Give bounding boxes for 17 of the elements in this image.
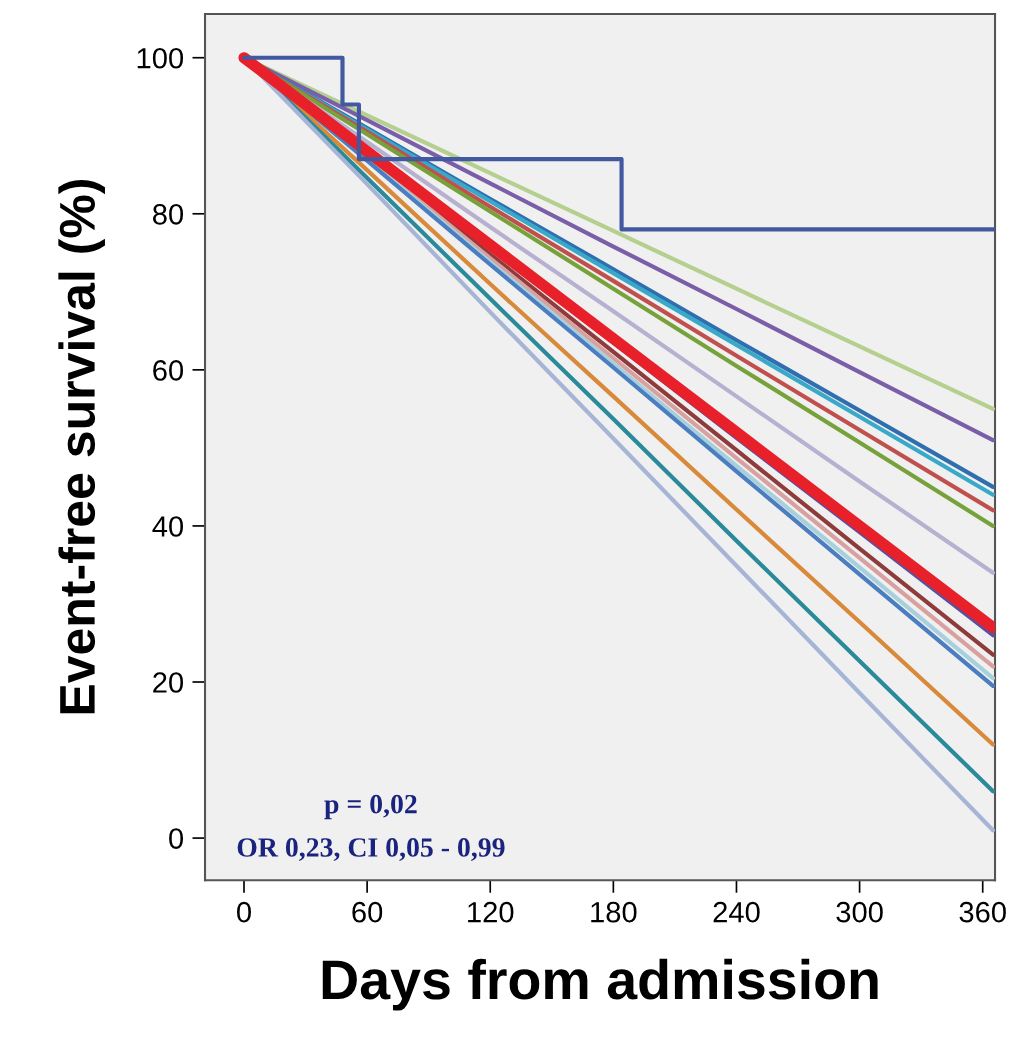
annotation: p = 0,02	[324, 794, 417, 820]
x-tick-label: 180	[591, 901, 637, 923]
y-tick-label: 40	[152, 516, 184, 537]
x-tick-label: 60	[352, 901, 383, 923]
y-tick-label: 20	[153, 672, 184, 693]
x-tick-label: 0	[237, 901, 251, 923]
x-axis-title: Days from admission	[322, 958, 878, 1011]
x-tick-label: 360	[959, 901, 1006, 923]
x-tick-label: 300	[836, 901, 883, 923]
y-tick-label: 0	[169, 828, 184, 849]
y-axis-title: Event-free survival (%)	[58, 180, 105, 714]
y-tick-label: 80	[153, 203, 184, 225]
y-tick-label: 60	[153, 360, 184, 381]
x-tick-label: 240	[713, 901, 760, 923]
annotation: OR 0,23, CI 0,05 - 0,99	[237, 838, 505, 861]
x-tick-label: 120	[468, 901, 514, 923]
y-tick-label: 100	[137, 47, 184, 69]
